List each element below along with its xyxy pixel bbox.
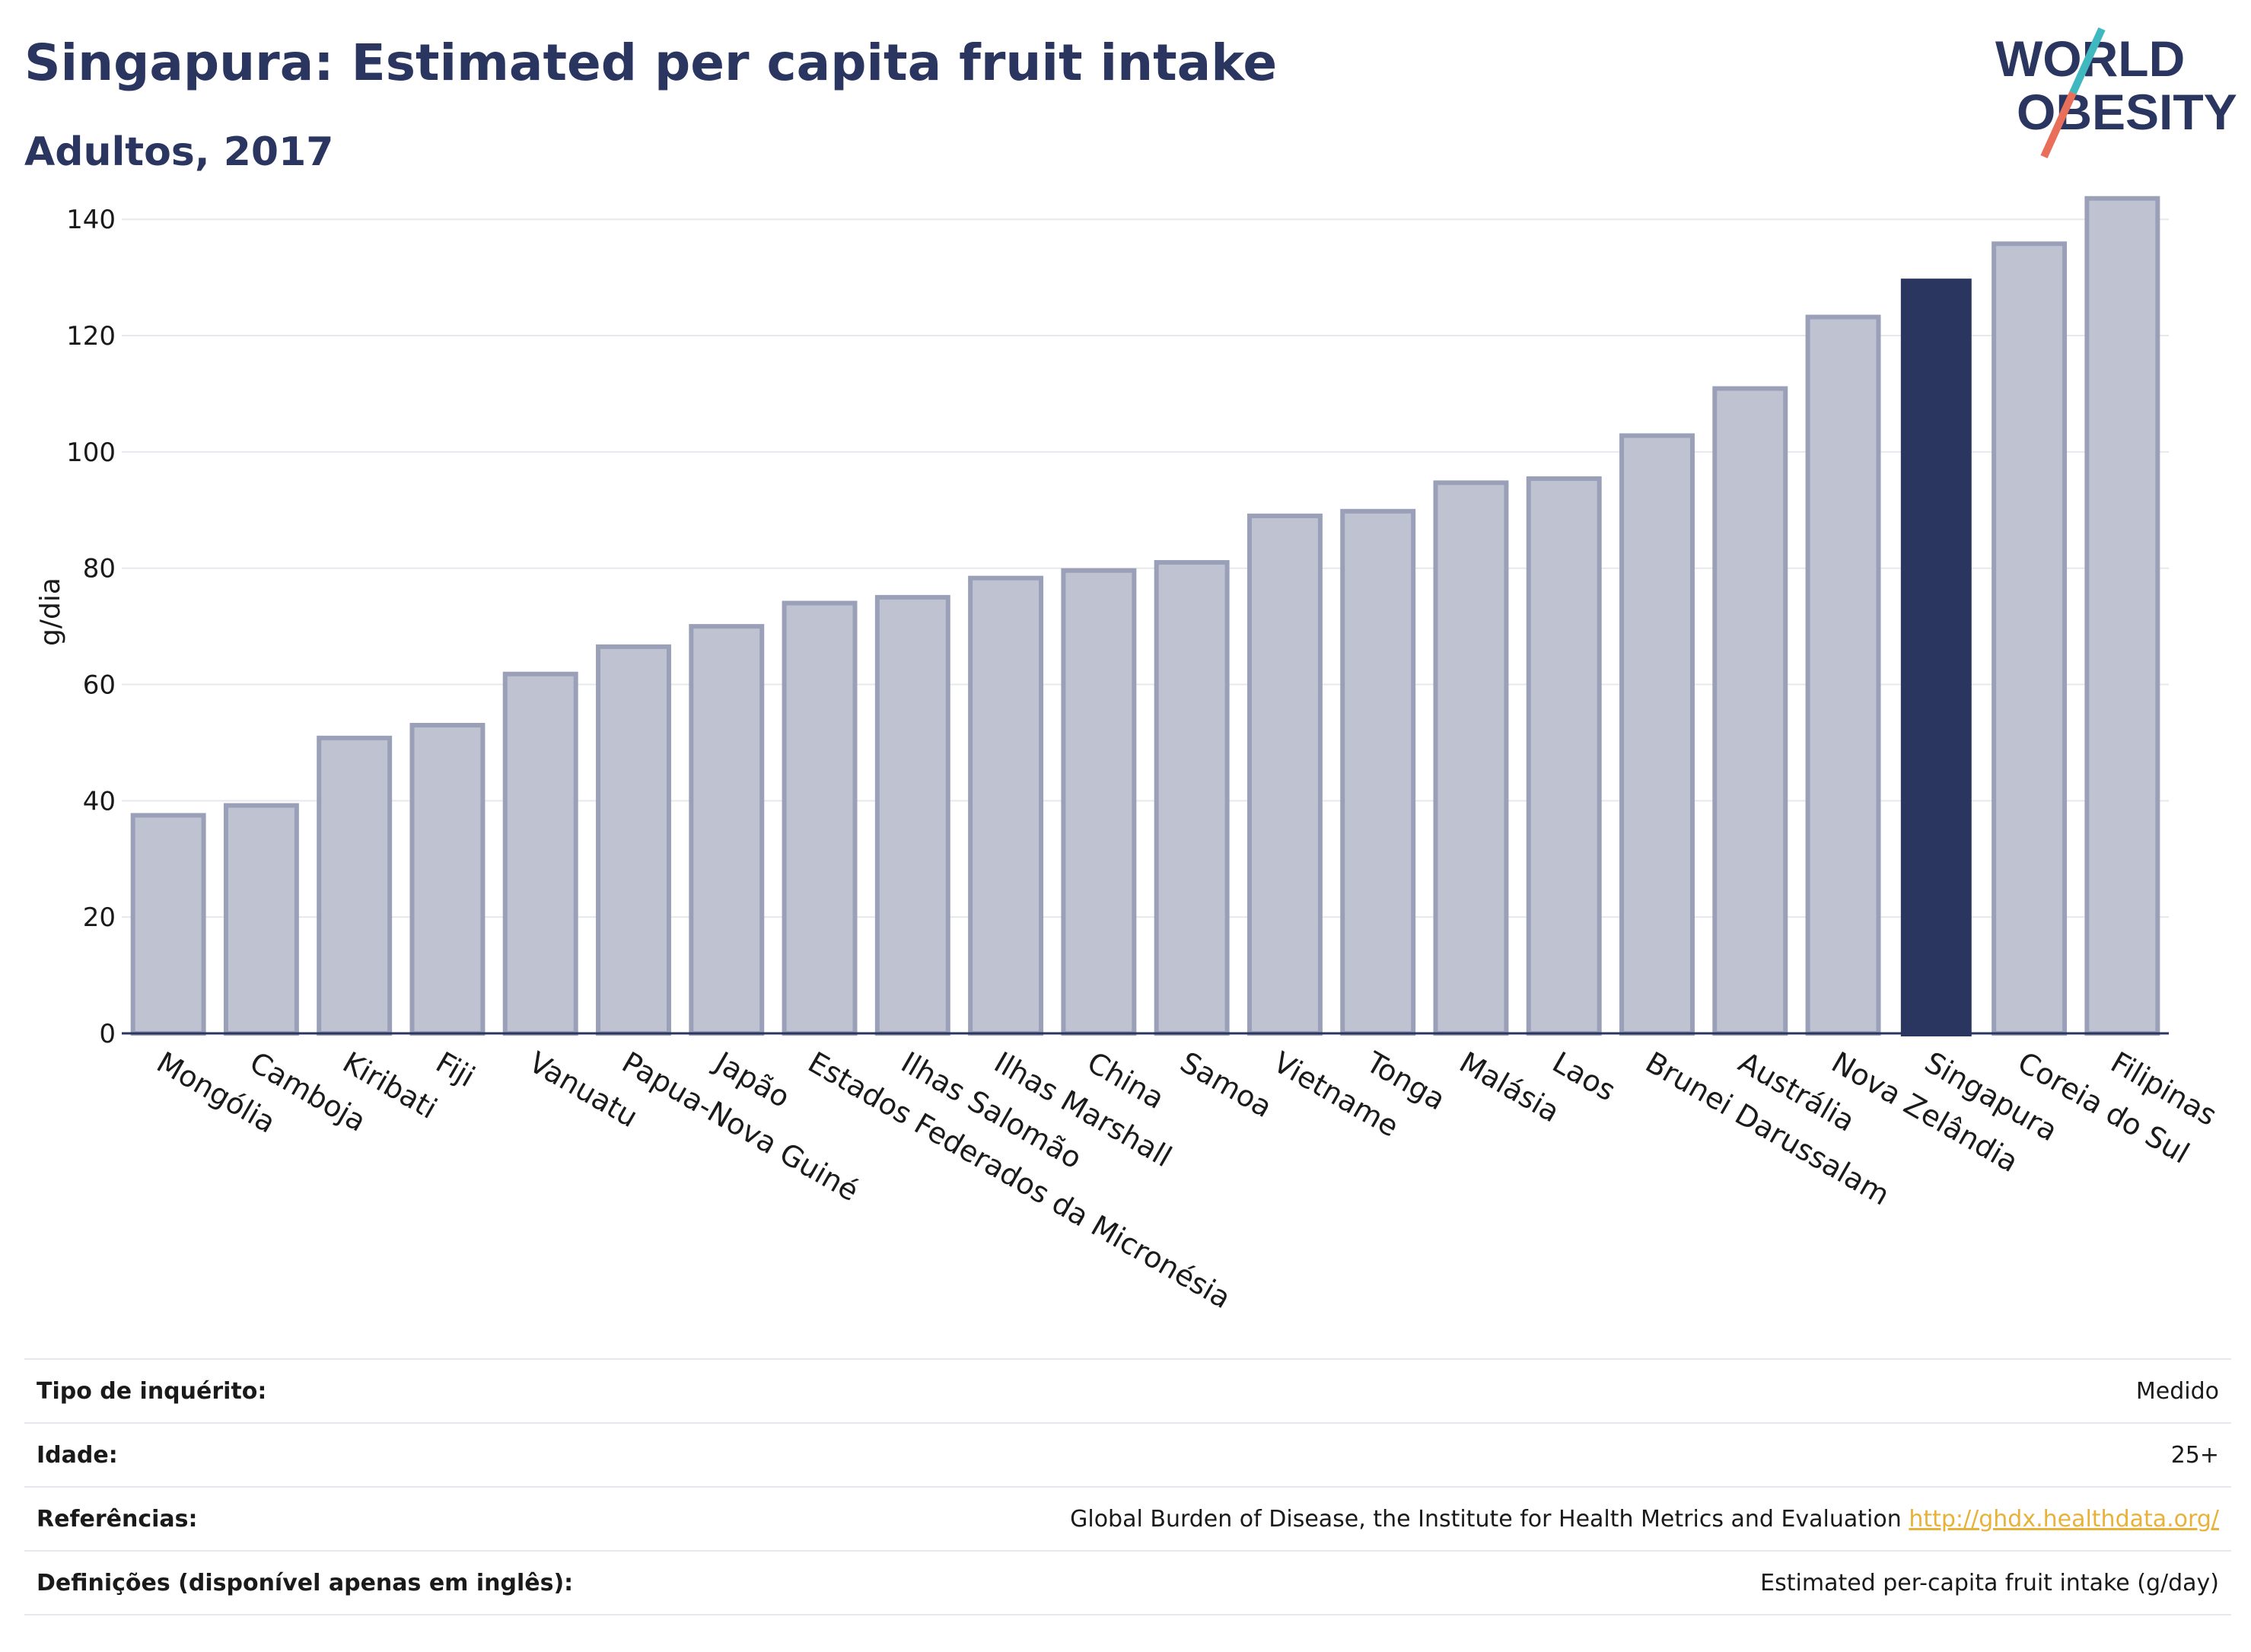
info-row-definitions: Definições (disponível apenas em inglês)… bbox=[24, 1550, 2231, 1615]
reference-link[interactable]: http://ghdx.healthdata.org/ bbox=[1909, 1506, 2219, 1533]
x-tick-label: Samoa bbox=[1175, 1046, 1278, 1125]
y-tick-label: 0 bbox=[99, 1019, 116, 1049]
info-value: Medido bbox=[2135, 1378, 2219, 1405]
bar bbox=[1154, 560, 1230, 1036]
bar-chart: 020406080100120140g/diaMongóliaCambojaKi… bbox=[35, 196, 2223, 1315]
info-row-survey-type: Tipo de inquérito: Medido bbox=[24, 1358, 2231, 1422]
bar bbox=[223, 803, 299, 1036]
bar bbox=[502, 671, 578, 1036]
x-tick-label: Malásia bbox=[1453, 1046, 1565, 1129]
info-row-age: Idade: 25+ bbox=[24, 1422, 2231, 1486]
info-label: Idade: bbox=[37, 1442, 118, 1469]
chart-title: Singapura: Estimated per capita fruit in… bbox=[24, 33, 1278, 92]
bar bbox=[968, 575, 1044, 1036]
bar bbox=[689, 624, 765, 1036]
bar bbox=[409, 723, 486, 1036]
info-label: Tipo de inquérito: bbox=[37, 1378, 267, 1405]
bar bbox=[317, 735, 393, 1036]
reference-text: Global Burden of Disease, the Institute … bbox=[1070, 1506, 1902, 1533]
info-value: 25+ bbox=[2170, 1442, 2219, 1469]
bar bbox=[1805, 314, 1881, 1036]
info-label: Definições (disponível apenas em inglês)… bbox=[37, 1570, 574, 1596]
y-tick-label: 60 bbox=[83, 670, 116, 701]
logo-slash-bottom bbox=[2040, 91, 2077, 159]
bar bbox=[1246, 513, 1323, 1036]
bar bbox=[1526, 476, 1602, 1036]
chart-subtitle: Adultos, 2017 bbox=[24, 129, 334, 175]
logo-slash-top bbox=[2069, 27, 2106, 95]
bars bbox=[130, 196, 2160, 1037]
bar bbox=[1992, 241, 2068, 1036]
y-axis-label: g/dia bbox=[35, 578, 66, 646]
bar bbox=[1619, 433, 1695, 1036]
bar bbox=[596, 644, 671, 1036]
bar bbox=[1712, 386, 1788, 1036]
y-tick-label: 20 bbox=[83, 902, 116, 933]
y-tick-label: 120 bbox=[66, 321, 116, 352]
bar bbox=[782, 600, 858, 1036]
bar bbox=[1061, 568, 1137, 1036]
info-value: Estimated per-capita fruit intake (g/day… bbox=[1760, 1570, 2219, 1596]
y-tick-label: 40 bbox=[83, 786, 116, 816]
x-tick-label: Fiji bbox=[430, 1046, 480, 1093]
info-label: Referências: bbox=[37, 1506, 198, 1533]
info-value: Global Burden of Disease, the Institute … bbox=[1070, 1506, 2219, 1533]
bar bbox=[2084, 196, 2160, 1036]
y-tick-label: 80 bbox=[83, 554, 116, 584]
world-obesity-logo: WORLD OBESITY bbox=[1995, 27, 2237, 159]
y-tick-label: 100 bbox=[66, 438, 116, 468]
bar bbox=[1340, 508, 1416, 1036]
y-tick-label: 140 bbox=[66, 205, 116, 235]
bar bbox=[874, 594, 950, 1036]
bar bbox=[1433, 480, 1509, 1036]
info-row-references: Referências: Global Burden of Disease, t… bbox=[24, 1486, 2231, 1550]
info-table: Tipo de inquérito: Medido Idade: 25+ Ref… bbox=[24, 1358, 2231, 1615]
bar bbox=[130, 813, 206, 1036]
bar bbox=[1900, 279, 1972, 1037]
